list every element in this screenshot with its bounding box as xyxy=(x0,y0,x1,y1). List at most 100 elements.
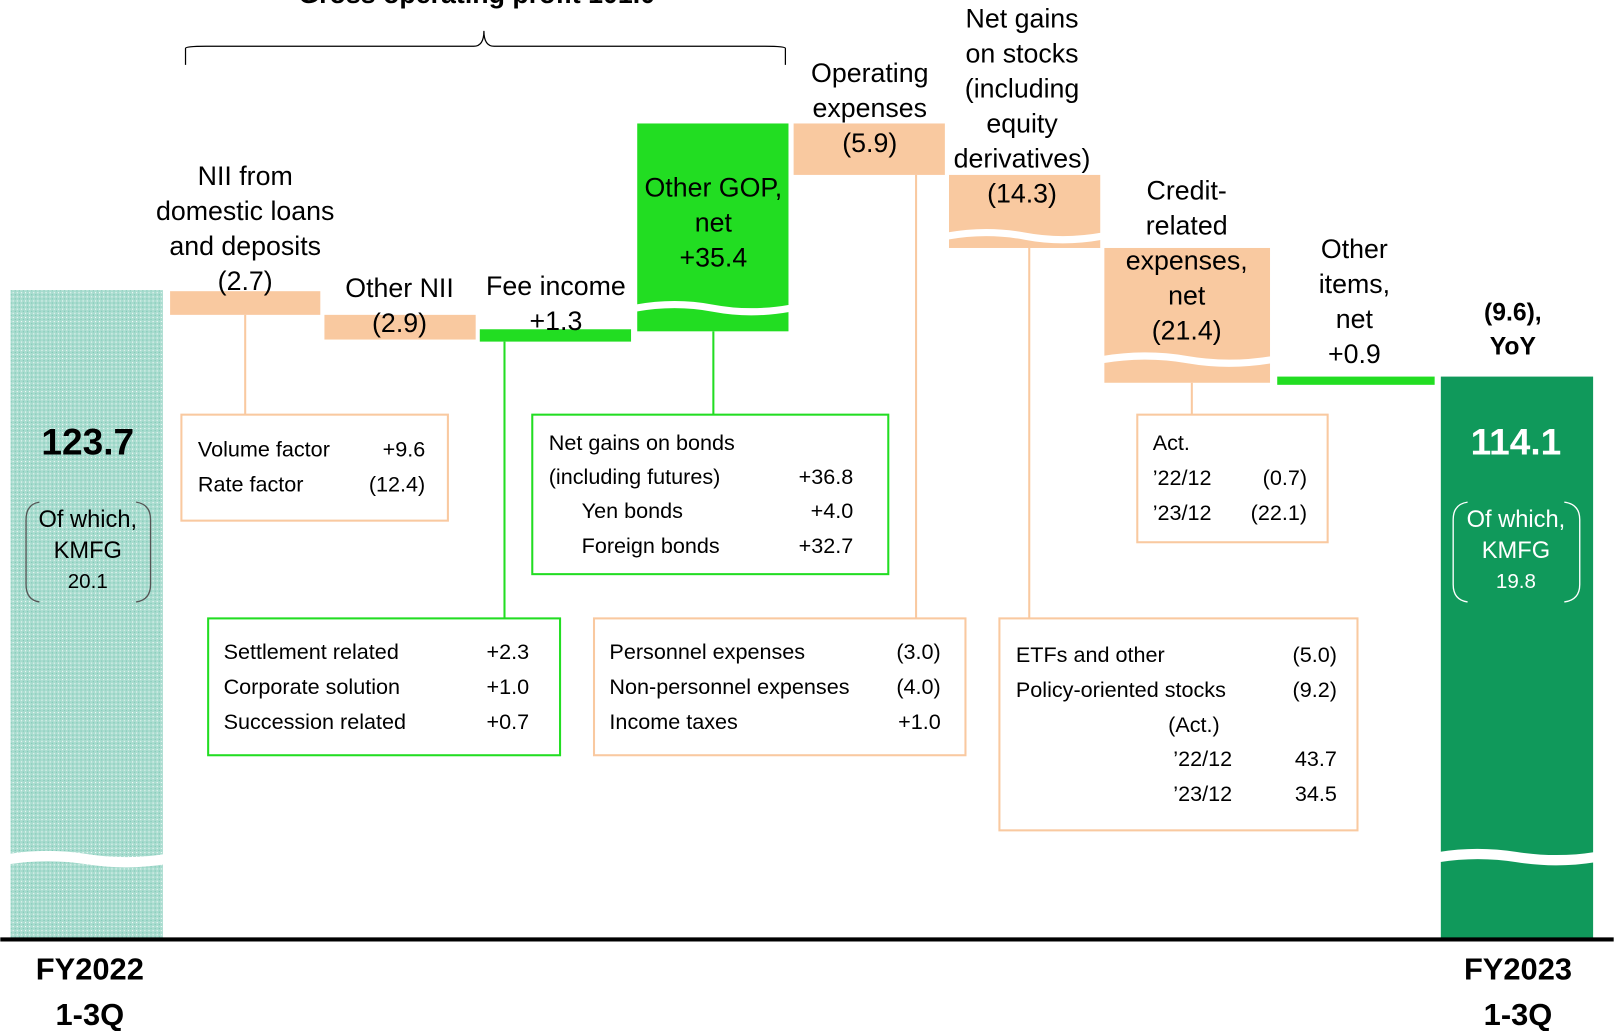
detail-box xyxy=(592,617,967,757)
note-bracket xyxy=(25,501,152,603)
start-note: KMFG xyxy=(54,538,122,564)
detail-label: Succession related xyxy=(224,709,406,734)
detail-label: ’23/12 xyxy=(1173,781,1232,806)
step-label: and deposits xyxy=(169,231,321,261)
detail-value: (4.0) xyxy=(896,674,940,699)
detail-label: Yen bonds xyxy=(582,498,683,523)
detail-box xyxy=(180,413,449,522)
step-label: Fee income xyxy=(486,271,626,301)
detail-value: +9.6 xyxy=(383,436,426,461)
step-bar xyxy=(170,291,321,315)
end-note: KMFG xyxy=(1482,538,1550,564)
step-value: (2.7) xyxy=(218,266,273,296)
detail-label: ETFs and other xyxy=(1016,642,1165,667)
step-label: Other xyxy=(1321,234,1388,264)
detail-box xyxy=(1136,413,1329,544)
detail-value: (0.7) xyxy=(1263,465,1307,490)
step-value: +1.3 xyxy=(530,306,583,336)
step-bar xyxy=(324,314,476,340)
end-note: 19.8 xyxy=(1496,570,1536,593)
step-label: derivatives) xyxy=(954,144,1091,174)
detail-value: 34.5 xyxy=(1295,781,1337,806)
detail-value: (9.2) xyxy=(1292,677,1336,702)
step-label: Credit- xyxy=(1147,175,1227,205)
detail-label: Foreign bonds xyxy=(582,533,720,558)
detail-value: +1.0 xyxy=(898,709,941,734)
step-value: +35.4 xyxy=(680,242,748,272)
start-period: 1-3Q xyxy=(56,997,125,1031)
start-value: 123.7 xyxy=(41,420,134,462)
end-value: 114.1 xyxy=(1471,420,1562,462)
end-note: Of which, xyxy=(1467,507,1566,533)
step-label: Other NII xyxy=(345,273,454,303)
step-label: Net gains xyxy=(966,4,1079,34)
bar-break xyxy=(946,228,1103,244)
detail-value: 43.7 xyxy=(1295,746,1337,771)
start-period: FY2022 xyxy=(36,951,144,986)
detail-label: (Act.) xyxy=(1168,712,1220,737)
detail-value: +1.0 xyxy=(487,674,530,699)
detail-label: Net gains on bonds xyxy=(549,430,735,455)
detail-label: Non-personnel expenses xyxy=(609,674,849,699)
start-note: Of which, xyxy=(38,507,137,533)
detail-value: +4.0 xyxy=(811,498,854,523)
step-label: net xyxy=(1168,280,1206,310)
detail-label: Rate factor xyxy=(198,471,304,496)
detail-value: (12.4) xyxy=(369,471,425,496)
step-value: (14.3) xyxy=(987,179,1057,209)
step-label: expenses, xyxy=(1126,245,1248,275)
detail-value: +32.7 xyxy=(799,533,854,558)
detail-box xyxy=(531,413,890,576)
step-label: domestic loans xyxy=(156,196,334,226)
detail-value: +2.3 xyxy=(487,639,530,664)
step-bar xyxy=(479,329,632,342)
detail-label: ’22/12 xyxy=(1173,746,1232,771)
note-bracket xyxy=(1452,501,1581,603)
step-value: (21.4) xyxy=(1152,315,1222,345)
step-label: net xyxy=(695,207,733,237)
step-label: related xyxy=(1146,210,1228,240)
detail-box xyxy=(207,617,562,757)
yoy-change: (9.6), xyxy=(1484,299,1542,326)
step-label: NII from xyxy=(198,161,293,191)
detail-value: +0.7 xyxy=(487,709,530,734)
detail-box xyxy=(998,617,1359,832)
start-note: 20.1 xyxy=(68,570,108,593)
detail-value: (5.0) xyxy=(1292,642,1336,667)
detail-label: Act. xyxy=(1153,430,1190,455)
detail-label: Settlement related xyxy=(224,639,399,664)
detail-label: Policy-oriented stocks xyxy=(1016,677,1226,702)
detail-value: +36.8 xyxy=(799,464,854,489)
step-bar xyxy=(1277,376,1435,385)
end-bar xyxy=(1440,376,1594,939)
detail-label: Volume factor xyxy=(198,436,330,461)
bar-break xyxy=(635,300,791,316)
detail-label: ’23/12 xyxy=(1153,500,1212,525)
end-period: FY2023 xyxy=(1464,951,1572,986)
start-bar xyxy=(10,290,163,939)
yoy-change: YoY xyxy=(1490,333,1537,360)
step-label: on stocks xyxy=(966,39,1079,69)
step-label: equity xyxy=(986,109,1058,139)
title: Gross operating profit 101.0 xyxy=(298,0,655,9)
detail-label: (including futures) xyxy=(549,464,721,489)
step-label: items, xyxy=(1319,269,1390,299)
detail-label: ’22/12 xyxy=(1153,465,1212,490)
step-value: +0.9 xyxy=(1328,339,1381,369)
step-label: Other GOP, xyxy=(644,172,782,202)
detail-label: Corporate solution xyxy=(224,674,400,699)
detail-label: Income taxes xyxy=(609,709,738,734)
detail-label: Personnel expenses xyxy=(609,639,805,664)
step-label: (including xyxy=(965,74,1079,104)
step-label: Operating xyxy=(811,58,928,88)
detail-value: (3.0) xyxy=(896,639,940,664)
detail-value: (22.1) xyxy=(1251,500,1307,525)
step-value: (5.9) xyxy=(842,128,897,158)
step-bar xyxy=(637,123,789,332)
step-value: (2.9) xyxy=(372,308,427,338)
bar-break xyxy=(8,850,165,868)
end-period: 1-3Q xyxy=(1484,997,1553,1031)
step-label: expenses xyxy=(813,93,928,123)
